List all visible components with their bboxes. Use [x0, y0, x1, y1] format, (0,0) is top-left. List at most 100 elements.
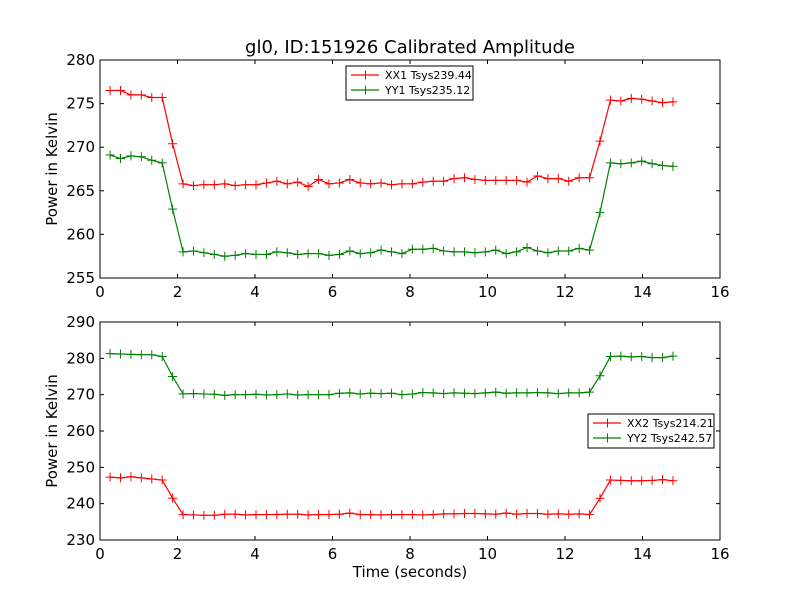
data-point — [115, 349, 125, 359]
legend-marker — [361, 70, 370, 80]
data-point — [532, 246, 542, 256]
data-point — [647, 96, 657, 106]
data-point — [532, 171, 542, 181]
data-point — [574, 509, 584, 519]
data-point — [220, 251, 230, 261]
data-point — [366, 248, 376, 258]
data-point — [272, 176, 282, 186]
data-point — [574, 173, 584, 183]
legend-label: YY2 Tsys242.57 — [626, 432, 712, 445]
data-point — [647, 353, 657, 363]
data-point — [605, 95, 615, 105]
data-point — [397, 390, 407, 400]
data-point — [658, 353, 668, 363]
data-point — [188, 246, 198, 256]
data-point — [251, 389, 261, 399]
data-point — [595, 136, 605, 146]
data-point — [303, 181, 313, 191]
data-point — [147, 350, 157, 360]
data-point — [126, 349, 136, 359]
data-point — [553, 389, 563, 399]
data-point — [261, 249, 271, 259]
data-point — [355, 510, 365, 520]
data-point — [168, 204, 178, 214]
data-point — [480, 175, 490, 185]
data-point — [637, 352, 647, 362]
data-point — [303, 510, 313, 520]
data-point — [209, 510, 219, 520]
data-point — [282, 389, 292, 399]
data-point — [178, 510, 188, 520]
x-tick-label: 12 — [555, 283, 574, 301]
data-point — [209, 249, 219, 259]
data-point — [668, 351, 678, 361]
data-point — [376, 178, 386, 188]
data-point — [564, 509, 574, 519]
legend-label: XX2 Tsys214.21 — [627, 417, 714, 430]
data-point — [439, 389, 449, 399]
data-point — [449, 388, 459, 398]
data-point — [314, 174, 324, 184]
data-point — [543, 388, 553, 398]
data-point — [459, 388, 469, 398]
x-tick-label: 0 — [95, 283, 105, 301]
data-point — [595, 371, 605, 381]
data-point — [220, 179, 230, 189]
data-point — [387, 247, 397, 257]
x-tick-label: 8 — [405, 283, 415, 301]
data-point — [428, 176, 438, 186]
data-point — [261, 510, 271, 520]
data-point — [595, 493, 605, 503]
data-point — [501, 508, 511, 518]
data-point — [168, 139, 178, 149]
data-point — [512, 509, 522, 519]
data-point — [407, 179, 417, 189]
data-point — [355, 249, 365, 259]
data-point — [157, 475, 167, 485]
data-point — [543, 509, 553, 519]
x-tick-label: 16 — [710, 283, 729, 301]
x-tick-label: 14 — [633, 545, 652, 563]
data-point — [574, 243, 584, 253]
data-point — [512, 388, 522, 398]
data-point — [564, 176, 574, 186]
data-point — [251, 510, 261, 520]
data-point — [470, 248, 480, 258]
data-point — [188, 510, 198, 520]
data-point — [230, 509, 240, 519]
data-point — [428, 243, 438, 253]
data-point — [449, 509, 459, 519]
x-tick-label: 8 — [405, 545, 415, 563]
data-point — [282, 248, 292, 258]
data-point — [178, 389, 188, 399]
data-point — [564, 246, 574, 256]
data-point — [136, 473, 146, 483]
data-point — [334, 388, 344, 398]
data-point — [564, 388, 574, 398]
data-point — [147, 155, 157, 165]
data-point — [480, 247, 490, 257]
x-tick-label: 12 — [555, 545, 574, 563]
legend-marker — [603, 433, 612, 443]
data-point — [209, 180, 219, 190]
data-point — [637, 156, 647, 166]
data-point — [418, 510, 428, 520]
data-point — [282, 179, 292, 189]
data-point — [668, 161, 678, 171]
data-point — [314, 390, 324, 400]
data-point — [553, 174, 563, 184]
x-tick-label: 6 — [328, 545, 338, 563]
data-point — [658, 98, 668, 108]
x-tick-label: 10 — [478, 545, 497, 563]
data-point — [136, 152, 146, 162]
data-point — [522, 388, 532, 398]
data-point — [626, 476, 636, 486]
data-point — [345, 246, 355, 256]
data-point — [626, 352, 636, 362]
data-point — [407, 244, 417, 254]
data-point — [407, 510, 417, 520]
data-point — [616, 475, 626, 485]
data-point — [293, 177, 303, 187]
data-point — [168, 493, 178, 503]
